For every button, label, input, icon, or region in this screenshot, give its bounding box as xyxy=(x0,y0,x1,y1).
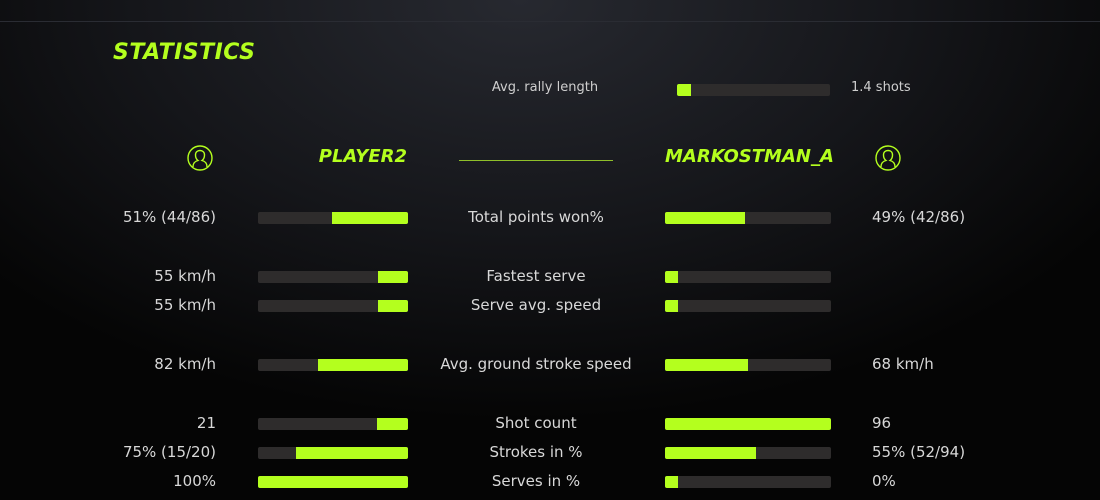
right-player-name: MARKOSTMAN_A xyxy=(665,146,834,167)
stat-label: Fastest serve xyxy=(486,267,586,285)
stat-label: Total points won% xyxy=(468,208,604,226)
right-bar-fill xyxy=(665,476,679,488)
left-bar xyxy=(258,271,408,283)
right-bar-fill xyxy=(665,271,679,283)
right-value: 49% (42/86) xyxy=(872,208,966,226)
right-bar-fill xyxy=(665,300,679,312)
rally-length-fill xyxy=(677,84,691,96)
right-bar xyxy=(665,300,831,312)
stat-label: Strokes in % xyxy=(489,443,583,461)
rally-length-bar xyxy=(677,84,830,96)
left-value: 100% xyxy=(173,472,216,490)
top-divider xyxy=(0,21,1100,22)
right-bar xyxy=(665,271,831,283)
stat-row: 51% (44/86) Total points won% 49% (42/86… xyxy=(0,208,1100,228)
left-bar xyxy=(258,447,408,459)
left-bar-fill xyxy=(258,476,408,488)
stat-label: Serves in % xyxy=(491,472,581,490)
stat-row: 55 km/h Fastest serve xyxy=(0,267,1100,287)
user-circle-icon xyxy=(187,145,213,171)
left-bar-fill xyxy=(331,212,408,224)
left-bar-fill xyxy=(318,359,408,371)
right-bar-fill xyxy=(665,447,757,459)
stat-label: Avg. ground stroke speed xyxy=(440,355,632,373)
page-title: STATISTICS xyxy=(113,40,256,65)
left-value: 55 km/h xyxy=(154,296,216,314)
right-bar xyxy=(665,476,831,488)
right-value: 0% xyxy=(872,472,896,490)
left-bar xyxy=(258,476,408,488)
header-divider xyxy=(459,160,613,161)
right-bar-fill xyxy=(665,359,748,371)
user-circle-icon xyxy=(875,145,901,171)
stat-row: 75% (15/20) Strokes in % 55% (52/94) xyxy=(0,443,1100,463)
right-value: 55% (52/94) xyxy=(872,443,966,461)
rally-length-value: 1.4 shots xyxy=(851,80,911,95)
left-bar xyxy=(258,300,408,312)
stat-label: Shot count xyxy=(495,414,577,432)
right-bar xyxy=(665,447,831,459)
right-bar xyxy=(665,418,831,430)
stat-row: 55 km/h Serve avg. speed xyxy=(0,296,1100,316)
right-bar xyxy=(665,212,831,224)
right-bar-fill xyxy=(665,212,745,224)
stat-row: 100% Serves in % 0% xyxy=(0,472,1100,492)
left-value: 51% (44/86) xyxy=(122,208,216,226)
left-bar-fill xyxy=(378,300,408,312)
right-value: 68 km/h xyxy=(872,355,934,373)
left-bar xyxy=(258,212,408,224)
left-player-name: PLAYER2 xyxy=(318,146,407,167)
rally-length-label: Avg. rally length xyxy=(491,80,599,95)
stat-row: 21 Shot count 96 xyxy=(0,414,1100,434)
left-bar xyxy=(258,418,408,430)
left-bar-fill xyxy=(378,271,408,283)
left-value: 55 km/h xyxy=(154,267,216,285)
left-bar-fill xyxy=(295,447,408,459)
stat-row: 82 km/h Avg. ground stroke speed 68 km/h xyxy=(0,355,1100,375)
right-value: 96 xyxy=(872,414,892,432)
left-bar xyxy=(258,359,408,371)
stat-label: Serve avg. speed xyxy=(470,296,602,314)
right-bar-fill xyxy=(665,418,831,430)
left-value: 21 xyxy=(196,414,216,432)
left-value: 82 km/h xyxy=(154,355,216,373)
right-bar xyxy=(665,359,831,371)
left-value: 75% (15/20) xyxy=(122,443,216,461)
left-bar-fill xyxy=(376,418,408,430)
